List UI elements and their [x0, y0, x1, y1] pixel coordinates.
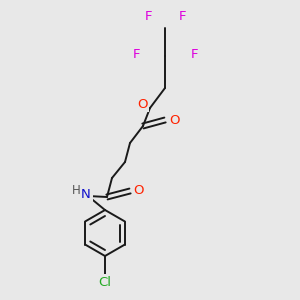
Text: F: F: [132, 47, 140, 61]
Text: O: O: [137, 98, 147, 110]
Text: F: F: [178, 10, 186, 22]
Text: Cl: Cl: [98, 275, 112, 289]
Text: F: F: [144, 10, 152, 22]
Text: H: H: [72, 184, 80, 197]
Text: N: N: [81, 188, 91, 200]
Text: O: O: [134, 184, 144, 197]
Text: O: O: [169, 113, 179, 127]
Text: F: F: [190, 47, 198, 61]
